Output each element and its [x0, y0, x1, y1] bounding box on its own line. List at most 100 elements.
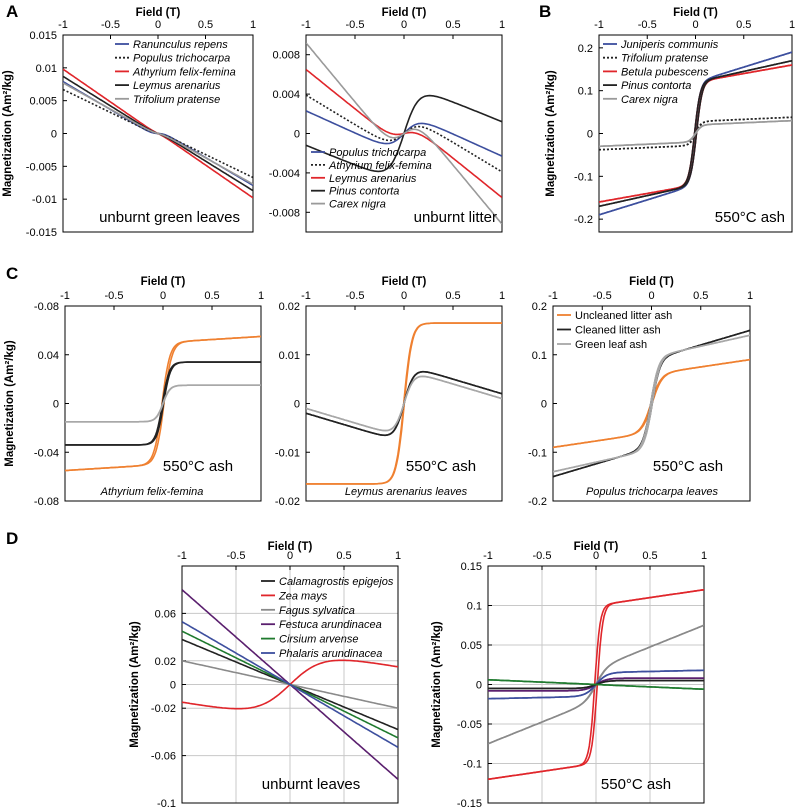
chart-sublabel: Athyrium felix-femina — [100, 486, 204, 498]
x-tick-label: 1 — [747, 290, 753, 302]
x-tick-label: 0.5 — [336, 550, 351, 562]
legend-entry: Phalaris arundinacea — [279, 648, 382, 660]
y-tick-label: 0.1 — [467, 601, 482, 613]
x-tick-label: -0.5 — [638, 19, 657, 31]
y-tick-label: -0.1 — [157, 798, 176, 809]
x-axis-label: Field (T) — [574, 541, 619, 553]
y-tick-label: 0 — [53, 399, 59, 411]
x-tick-label: -1 — [60, 290, 70, 302]
y-tick-label: 0.004 — [272, 89, 300, 101]
chart-annotation: unburnt green leaves — [99, 209, 240, 226]
legend-entry: Calamagrostis epigejos — [279, 576, 394, 588]
chart-c3: -1 -0.5 0 0.5 1 Field (T) 0.2 0.1 0 -0.1 -0.2 Uncle… — [528, 276, 753, 508]
legend-entry: Green leaf ash — [575, 339, 647, 351]
x-tick-label: -1 — [301, 290, 311, 302]
legend-entry: Trifolium pratense — [621, 53, 708, 65]
chart-annotation: 550°C ash — [406, 458, 476, 475]
chart-a1: -1 -0.5 0 0.5 1 Field (T) 0.015 0.01 0.005 0 -0.00… — [2, 7, 256, 239]
series-group — [306, 42, 502, 225]
y-tick-label: -0.05 — [457, 719, 482, 731]
y-tick-label: 0.02 — [279, 301, 300, 313]
series-line-carex-nigra — [306, 42, 502, 225]
legend-entry: Festuca arundinacea — [279, 619, 382, 631]
x-tick-label: 1 — [499, 290, 505, 302]
y-tick-label: -0.08 — [34, 301, 59, 313]
y-tick-label: 0 — [294, 399, 300, 411]
y-axis-label: Magnetization (Am²/kg) — [545, 70, 557, 197]
series-group — [65, 335, 261, 472]
x-tick-label: -1 — [177, 550, 187, 562]
x-tick-label: -0.5 — [346, 19, 365, 31]
x-tick-label: -1 — [301, 19, 311, 31]
x-tick-label: 0 — [287, 550, 293, 562]
y-tick-label: 0.01 — [36, 63, 57, 75]
chart-annotation: unburnt leaves — [262, 776, 360, 793]
y-tick-label: -0.2 — [574, 214, 593, 226]
y-tick-label: -0.01 — [32, 194, 57, 206]
legend-entry: Zea mays — [278, 590, 328, 602]
x-tick-label: 0 — [160, 290, 166, 302]
x-tick-label: -0.5 — [346, 290, 365, 302]
legend-entry: Pinus contorta — [329, 186, 399, 198]
chart-sublabel: Populus trichocarpa leaves — [586, 486, 719, 498]
x-tick-label: 1 — [499, 19, 505, 31]
x-tick-label: 0 — [401, 19, 407, 31]
legend-entry: Betula pubescens — [621, 66, 709, 78]
chart-annotation: 550°C ash — [601, 776, 671, 793]
x-axis-label: Field (T) — [382, 7, 427, 19]
y-tick-label: 0.005 — [29, 96, 57, 108]
x-tick-label: -0.5 — [105, 290, 124, 302]
x-tick-label: -1 — [58, 19, 68, 31]
series-line-cleaned-litter-ash — [65, 361, 261, 446]
x-tick-label: -1 — [548, 290, 558, 302]
chart-annotation: 550°C ash — [163, 458, 233, 475]
x-tick-label: 0.5 — [642, 550, 657, 562]
y-tick-label: 0.2 — [578, 43, 593, 55]
chart-d2: -1 -0.5 0 0.5 1 Field (T) 0.15 0.1 0.05 0 -0.05 -0.… — [431, 541, 707, 809]
y-tick-label: -0.02 — [151, 703, 176, 715]
chart-annotation: 550°C ash — [715, 209, 785, 226]
series-line-pinus-contorta — [599, 59, 792, 208]
y-axis-label: Magnetization (Am²/kg) — [431, 621, 443, 748]
legend-entry: Fagus sylvatica — [279, 605, 355, 617]
x-axis-label: Field (T) — [673, 7, 718, 19]
x-axis-label: Field (T) — [136, 7, 181, 19]
y-axis-label: Magnetization (Am²/kg) — [4, 340, 16, 467]
y-tick-label: -0.004 — [269, 168, 300, 180]
y-tick-label: 0.15 — [461, 561, 482, 573]
series-line-green-leaf-ash — [553, 334, 750, 473]
y-tick-label: -0.1 — [574, 171, 593, 183]
y-tick-label: -0.01 — [275, 447, 300, 459]
y-tick-label: 0.06 — [155, 608, 176, 620]
x-tick-label: -1 — [594, 19, 604, 31]
series-line-athyrium-felix-femina — [306, 94, 502, 173]
x-tick-label: 0 — [692, 19, 698, 31]
y-tick-label: 0 — [170, 680, 176, 692]
y-tick-label: -0.06 — [151, 751, 176, 763]
y-tick-label: 0.1 — [532, 350, 547, 362]
y-tick-label: 0 — [587, 129, 593, 141]
y-tick-label: -0.005 — [26, 161, 57, 173]
series-group — [182, 589, 398, 780]
y-tick-label: 0.2 — [532, 301, 547, 313]
x-tick-label: 1 — [701, 550, 707, 562]
chart-b1: -1 -0.5 0 0.5 1 Field (T) 0.2 0.1 0 -0.1 -0.2 Magne… — [545, 7, 795, 233]
legend-entry: Juniperis communis — [620, 39, 719, 51]
chart-a2: -1 -0.5 0 0.5 1 Field (T) 0.008 0.004 0 -0.004 -0.… — [269, 7, 505, 233]
legend-entry: Pinus contorta — [621, 80, 691, 92]
legend-entry: Cirsium arvense — [279, 634, 358, 646]
x-tick-label: -0.5 — [593, 290, 612, 302]
x-tick-label: 0 — [401, 290, 407, 302]
series-line-trifolium-pratense — [63, 82, 253, 185]
series-group — [488, 588, 704, 781]
y-tick-label: -0.02 — [275, 496, 300, 508]
y-tick-label: -0.15 — [457, 798, 482, 809]
x-axis-label: Field (T) — [382, 276, 427, 288]
y-tick-label: 0.1 — [578, 86, 593, 98]
x-tick-label: 0 — [155, 19, 161, 31]
chart-c2: -1 -0.5 0 0.5 1 Field (T) 0.02 0.01 0 -0.01 -0.02 5… — [275, 276, 505, 508]
x-axis-label: Field (T) — [629, 276, 674, 288]
legend-entry: Leymus arenarius — [329, 173, 417, 185]
x-tick-label: 1 — [258, 290, 264, 302]
series-group — [306, 322, 502, 485]
